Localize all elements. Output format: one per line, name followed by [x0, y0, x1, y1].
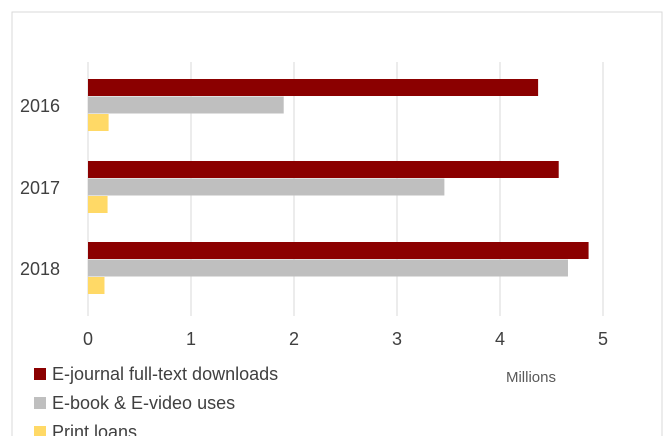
bar — [88, 96, 284, 114]
chart-border — [11, 11, 663, 441]
bar — [88, 161, 559, 178]
category-labels: 2016 2017 2018 — [20, 96, 60, 279]
legend-label: Print loans — [52, 422, 137, 436]
x-tick-label: 5 — [598, 329, 608, 349]
legend-label: E-journal full-text downloads — [52, 364, 278, 384]
legend-swatch — [34, 397, 46, 409]
legend-label: E-book & E-video uses — [52, 393, 235, 413]
legend: E-journal full-text downloads E-book & E-… — [34, 364, 278, 441]
bar — [88, 178, 445, 196]
category-label: 2016 — [20, 96, 60, 116]
bar — [88, 196, 108, 213]
x-tick-label: 1 — [186, 329, 196, 349]
bar — [88, 79, 539, 96]
bars — [88, 79, 589, 294]
bar — [88, 277, 105, 294]
x-tick-label: 4 — [495, 329, 505, 349]
category-label: 2018 — [20, 259, 60, 279]
x-tick-labels: 0 1 2 3 4 5 — [83, 329, 608, 349]
x-tick-label: 0 — [83, 329, 93, 349]
bar — [88, 242, 589, 259]
legend-swatch — [34, 426, 46, 438]
bar — [88, 259, 568, 277]
bar — [88, 114, 109, 131]
x-tick-label: 2 — [289, 329, 299, 349]
legend-swatch — [34, 368, 46, 380]
x-axis-label: Millions — [506, 369, 556, 386]
category-label: 2017 — [20, 178, 60, 198]
x-tick-label: 3 — [392, 329, 402, 349]
